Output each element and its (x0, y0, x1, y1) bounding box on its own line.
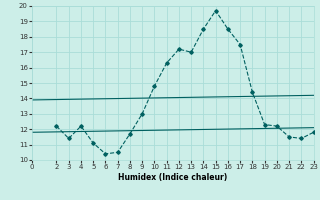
X-axis label: Humidex (Indice chaleur): Humidex (Indice chaleur) (118, 173, 228, 182)
